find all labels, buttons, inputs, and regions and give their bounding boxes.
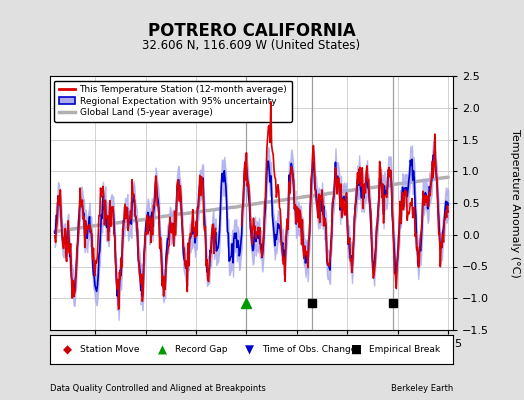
Text: Empirical Break: Empirical Break	[368, 345, 440, 354]
Y-axis label: Temperature Anomaly (°C): Temperature Anomaly (°C)	[510, 129, 520, 277]
Text: ◆: ◆	[63, 343, 72, 356]
Text: POTRERO CALIFORNIA: POTRERO CALIFORNIA	[148, 22, 355, 40]
Text: 32.606 N, 116.609 W (United States): 32.606 N, 116.609 W (United States)	[143, 39, 361, 52]
Legend: This Temperature Station (12-month average), Regional Expectation with 95% uncer: This Temperature Station (12-month avera…	[54, 80, 292, 122]
Text: ▼: ▼	[245, 343, 254, 356]
Text: Record Gap: Record Gap	[175, 345, 227, 354]
Text: Station Move: Station Move	[80, 345, 139, 354]
Text: Time of Obs. Change: Time of Obs. Change	[261, 345, 356, 354]
Text: ■: ■	[351, 343, 362, 356]
Text: Data Quality Controlled and Aligned at Breakpoints: Data Quality Controlled and Aligned at B…	[50, 384, 266, 393]
Text: ▲: ▲	[158, 343, 167, 356]
Text: Berkeley Earth: Berkeley Earth	[391, 384, 453, 393]
